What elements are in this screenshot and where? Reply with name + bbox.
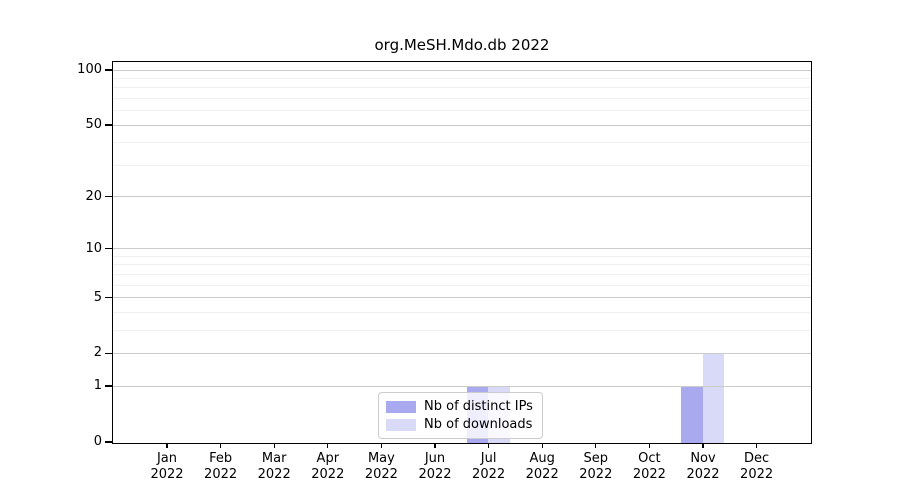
x-tick-nov [702, 443, 704, 448]
y-tick-1 [105, 385, 112, 387]
y-tick-label-5: 5 [93, 289, 102, 305]
x-tick-oct [648, 443, 651, 448]
x-tick-label-dec: Dec 2022 [725, 451, 789, 483]
minor-gridline-30 [112, 164, 811, 166]
x-tick-label-jun: Jun 2022 [403, 451, 467, 483]
x-tick-label-may: May 2022 [349, 451, 413, 483]
year-label: 2022 [311, 467, 345, 482]
minor-gridline-3 [112, 329, 811, 331]
y-tick-2 [105, 352, 112, 355]
year-label: 2022 [364, 467, 398, 482]
minor-gridline-80 [112, 87, 811, 89]
year-label: 2022 [150, 467, 184, 482]
y-tick-20 [105, 195, 112, 198]
minor-gridline-8 [112, 264, 811, 266]
y-tick-100 [105, 69, 112, 71]
major-gridline-10 [112, 248, 811, 250]
year-label: 2022 [257, 467, 291, 482]
x-tick-jul [487, 443, 490, 448]
year-label: 2022 [686, 467, 720, 482]
x-tick-mar [273, 443, 275, 448]
x-tick-jun [434, 443, 436, 448]
minor-gridline-40 [112, 142, 811, 144]
major-gridline-5 [112, 297, 811, 299]
month-label: Oct [638, 451, 661, 466]
x-tick-label-sep: Sep 2022 [564, 451, 628, 483]
y-tick-50 [105, 124, 112, 126]
year-label: 2022 [632, 467, 666, 482]
x-tick-label-aug: Aug 2022 [510, 451, 574, 483]
y-tick-label-20: 20 [85, 188, 102, 204]
x-tick-sep [595, 443, 597, 448]
year-label: 2022 [579, 467, 613, 482]
x-tick-label-oct: Oct 2022 [617, 451, 681, 483]
y-tick-10 [105, 248, 112, 250]
year-label: 2022 [740, 467, 774, 482]
bar-downloads-nov [702, 353, 724, 443]
x-tick-label-nov: Nov 2022 [671, 451, 735, 483]
month-label: Jan [156, 451, 178, 466]
y-tick-label-100: 100 [77, 62, 102, 77]
minor-gridline-6 [112, 284, 811, 286]
legend: Nb of distinct IPs Nb of downloads [378, 392, 543, 439]
major-gridline-1 [112, 385, 811, 387]
y-tick-0 [105, 441, 112, 443]
x-tick-jan [166, 443, 168, 448]
month-label: Apr [316, 451, 340, 466]
x-tick-may [380, 443, 383, 448]
x-tick-feb [219, 443, 222, 448]
y-tick-label-2: 2 [93, 345, 102, 361]
y-tick-label-10: 10 [85, 240, 102, 256]
major-gridline-2 [112, 352, 811, 354]
minor-gridline-7 [112, 273, 811, 275]
year-label: 2022 [525, 467, 559, 482]
y-tick-label-0: 0 [93, 434, 102, 449]
y-tick-label-1: 1 [93, 378, 102, 394]
chart-title: org.MeSH.Mdo.db 2022 [374, 36, 550, 54]
year-label: 2022 [204, 467, 238, 482]
legend-label-downloads: Nb of downloads [424, 417, 533, 432]
month-label: Feb [209, 451, 233, 466]
month-label: Dec [744, 451, 770, 466]
legend-entry-downloads: Nb of downloads [386, 417, 533, 432]
legend-swatch-downloads [386, 418, 416, 431]
year-label: 2022 [418, 467, 452, 482]
month-label: Aug [529, 451, 555, 466]
minor-gridline-90 [112, 77, 811, 79]
month-label: Jul [480, 451, 497, 466]
month-label: Sep [583, 451, 609, 466]
minor-gridline-60 [112, 110, 811, 112]
x-tick-label-apr: Apr 2022 [296, 451, 360, 483]
x-tick-aug [541, 443, 543, 448]
legend-entry-distinct-ips: Nb of distinct IPs [386, 399, 533, 414]
year-label: 2022 [472, 467, 506, 482]
month-label: May [367, 451, 395, 466]
month-label: Jun [424, 451, 446, 466]
major-gridline-50 [112, 124, 811, 126]
bar-distinct-ips-nov [681, 386, 703, 443]
major-gridline-100 [112, 69, 811, 71]
legend-swatch-distinct-ips [386, 400, 416, 413]
x-tick-dec [755, 443, 758, 448]
month-label: Nov [690, 451, 716, 466]
x-tick-label-jan: Jan 2022 [135, 451, 199, 483]
plot-area [111, 60, 812, 444]
month-label: Mar [261, 451, 287, 466]
x-tick-label-feb: Feb 2022 [189, 451, 253, 483]
major-gridline-20 [112, 196, 811, 198]
x-tick-apr [327, 443, 329, 448]
legend-label-distinct-ips: Nb of distinct IPs [424, 399, 533, 414]
y-tick-label-50: 50 [85, 117, 102, 133]
x-tick-label-jul: Jul 2022 [457, 451, 521, 483]
minor-gridline-9 [112, 255, 811, 257]
y-tick-5 [105, 296, 112, 299]
x-tick-label-mar: Mar 2022 [242, 451, 306, 483]
minor-gridline-4 [112, 311, 811, 313]
minor-gridline-70 [112, 97, 811, 99]
